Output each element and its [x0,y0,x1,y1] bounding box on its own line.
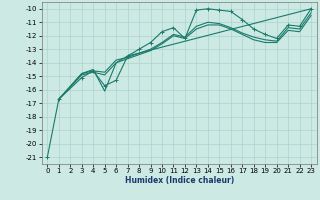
X-axis label: Humidex (Indice chaleur): Humidex (Indice chaleur) [124,176,234,185]
